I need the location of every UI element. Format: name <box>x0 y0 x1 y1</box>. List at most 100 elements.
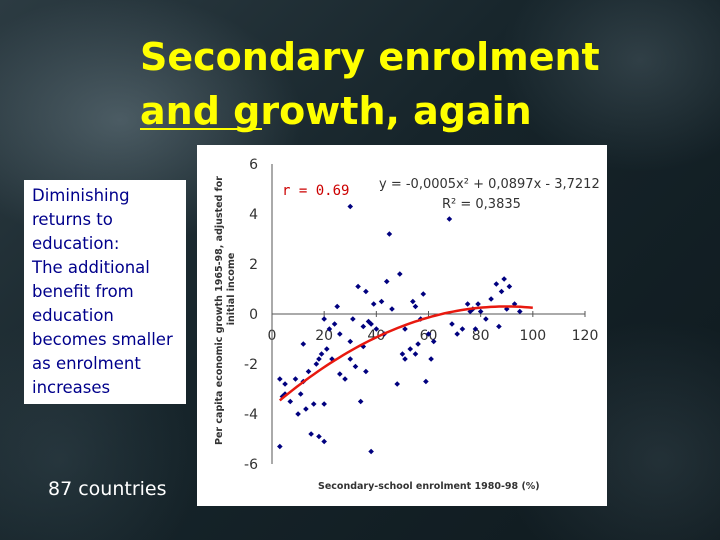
data-point <box>368 321 374 327</box>
data-point <box>316 433 322 440</box>
data-point <box>303 406 309 412</box>
correlation-label: r = 0.69 <box>282 183 349 199</box>
callout-box: Diminishing returns to education: The ad… <box>24 180 186 404</box>
x-tick-label: 120 <box>572 328 599 344</box>
data-point <box>297 391 304 397</box>
data-point <box>308 431 314 437</box>
data-point <box>383 278 390 285</box>
data-point <box>373 326 380 332</box>
data-point <box>352 363 359 370</box>
y-tick-label: 4 <box>249 207 258 223</box>
y-axis-title-line-2: initial income <box>226 253 237 326</box>
y-tick-label: 6 <box>249 157 258 173</box>
data-point <box>363 368 369 375</box>
data-point <box>407 346 414 352</box>
data-point <box>449 321 455 327</box>
y-tick-label: -6 <box>244 457 258 473</box>
r-squared-label: R² = 0,3835 <box>442 197 521 212</box>
data-point <box>394 381 400 387</box>
data-point <box>368 448 374 455</box>
data-point <box>370 301 377 307</box>
data-point <box>378 298 385 305</box>
y-tick-label: 2 <box>249 257 258 273</box>
data-point <box>412 351 419 357</box>
x-axis-title: Secondary-school enrolment 1980-98 (%) <box>318 481 540 492</box>
callout-line: Diminishing <box>32 186 130 205</box>
data-point <box>459 326 466 332</box>
data-point <box>415 341 421 347</box>
data-point <box>410 298 416 305</box>
data-point <box>292 376 299 382</box>
data-point <box>516 308 523 315</box>
data-point <box>425 331 432 337</box>
data-point <box>287 398 294 405</box>
y-tick-label: -4 <box>244 407 258 423</box>
title-underline <box>140 128 262 130</box>
data-point <box>501 276 507 282</box>
data-point <box>313 361 320 367</box>
x-tick-label: 100 <box>519 328 546 344</box>
data-point <box>326 326 333 332</box>
axes <box>271 164 586 464</box>
callout-line: The additional <box>32 258 150 277</box>
data-point <box>300 341 307 347</box>
data-point <box>337 371 343 377</box>
data-point <box>318 351 325 357</box>
data-point <box>316 356 322 362</box>
data-point <box>397 271 403 277</box>
data-point <box>402 326 408 332</box>
data-point <box>347 203 354 210</box>
callout-line: returns to <box>32 210 113 229</box>
data-point <box>310 401 317 407</box>
slide-title: Secondary enrolment and growth, again <box>140 30 710 138</box>
data-point <box>472 326 479 332</box>
data-point <box>282 381 288 387</box>
title-line-1: Secondary enrolment <box>140 35 600 79</box>
callout-line: becomes smaller <box>32 330 173 349</box>
data-point <box>337 331 343 337</box>
trendline <box>278 305 533 402</box>
data-point <box>423 378 429 385</box>
data-point <box>475 301 481 307</box>
data-point <box>506 283 513 290</box>
data-point <box>496 323 502 330</box>
data-point <box>277 376 283 382</box>
y-tick-label: -2 <box>244 357 258 373</box>
data-point <box>347 356 354 362</box>
callout-line: education: <box>32 234 120 253</box>
data-point <box>323 346 330 352</box>
callout-line: as enrolment <box>32 354 141 373</box>
data-point <box>402 356 408 362</box>
data-point <box>347 338 354 345</box>
data-point <box>350 316 356 322</box>
data-point <box>386 231 393 237</box>
country-count-note: 87 countries <box>48 478 167 500</box>
data-point <box>342 376 348 382</box>
data-point <box>420 291 427 297</box>
data-point <box>446 216 453 222</box>
callout-line: benefit from <box>32 282 134 301</box>
data-point <box>399 351 406 357</box>
data-point <box>331 321 338 327</box>
data-point <box>305 368 312 375</box>
data-point <box>389 306 395 312</box>
data-point <box>483 316 489 322</box>
scatter-chart: Per capita economic growth 1965-98, adju… <box>197 145 607 506</box>
x-tick-label: 80 <box>472 328 490 344</box>
data-point <box>321 438 327 445</box>
data-point <box>464 301 471 307</box>
data-point <box>454 331 460 337</box>
data-point <box>493 281 500 287</box>
data-point <box>488 296 494 302</box>
data-point <box>477 308 484 315</box>
data-point <box>295 411 301 417</box>
data-point <box>360 323 367 330</box>
data-point <box>428 356 434 362</box>
data-point <box>277 443 283 450</box>
data-point <box>363 288 369 295</box>
y-axis-title-line-1: Per capita economic growth 1965-98, adju… <box>214 176 225 445</box>
data-point <box>430 338 437 345</box>
callout-line: increases <box>32 378 111 397</box>
data-point <box>498 288 505 295</box>
data-point <box>412 303 419 310</box>
